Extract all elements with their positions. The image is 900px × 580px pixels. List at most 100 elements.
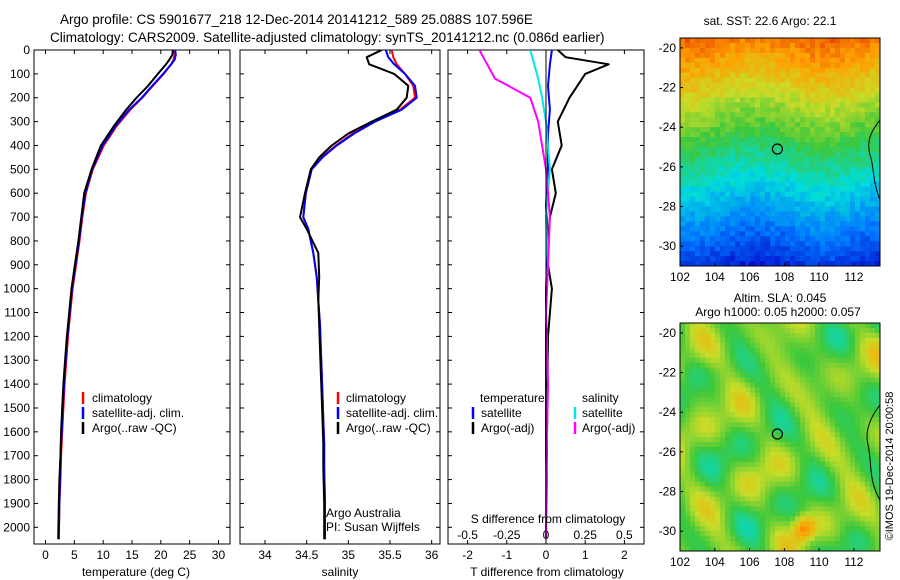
map-cell [865,461,871,468]
map-cell [685,481,691,487]
map-cell [855,117,861,123]
map-cell [875,437,880,443]
map-cell [755,422,761,428]
map-cell [795,362,801,369]
map-cell [775,407,781,413]
map-cell [820,377,826,383]
map-cell [780,231,786,237]
map-cell [750,38,756,44]
legend-label-t-argo: Argo(-adj) [481,421,534,435]
map-cell [680,417,686,423]
map-cell [690,112,696,118]
map-cell [860,82,866,88]
map-cell [765,367,771,373]
map-cell [820,516,826,522]
map-cell [695,471,701,478]
map-cell [795,332,801,339]
map-cell [840,57,846,64]
map-cell [805,231,811,237]
map-cell [695,156,701,163]
map-cell [800,456,806,463]
map-cell [860,536,866,542]
map-cell [760,102,766,108]
map-cell [685,501,691,507]
map-cell [770,196,776,202]
map-cell [815,456,821,463]
map-cell [850,42,856,49]
map-cell [875,541,880,547]
map-cell [795,72,801,79]
map-cell [680,441,686,448]
map-cell [695,327,701,334]
map-cell [795,137,801,143]
map-cell [715,521,721,527]
map-cell [760,122,766,128]
map-cell [760,186,766,193]
map-cell [855,171,861,178]
map-cell [745,506,751,512]
map-cell [810,261,816,266]
map-cell [755,506,761,512]
map-cell [745,196,751,202]
map-cell [735,132,741,138]
map-cell [695,521,701,527]
map-cell [715,57,721,64]
map-cell [680,402,686,408]
map-cell [775,526,781,532]
map-cell [685,441,691,448]
map-cell [770,392,776,398]
map-cell [745,176,751,183]
map-cell [840,521,846,527]
map-cell [750,191,756,198]
map-cell [725,422,731,428]
map-cell [785,122,791,128]
map-cell [775,476,781,483]
map-cell [855,441,861,448]
map-cell [815,342,821,349]
map-cell [740,352,746,359]
map-cell [865,62,871,69]
map-cell [840,422,846,428]
map-cell [840,82,846,88]
map-cell [785,231,791,237]
map-cell [695,122,701,128]
map-cell [765,337,771,344]
map-y-tick-label: -22 [659,81,677,95]
map-cell [810,38,816,44]
map-cell [700,261,706,266]
map-cell [770,461,776,468]
map-cell [765,241,771,247]
map-cell [680,327,686,334]
map-cell [680,387,686,393]
map-cell [795,171,801,178]
map-cell [865,466,871,473]
map-cell [805,42,811,49]
map-cell [760,481,766,487]
map-cell [685,176,691,183]
map-cell [725,486,731,492]
map-cell [770,161,776,168]
map-cell [795,196,801,202]
map-cell [760,261,766,266]
map-cell [805,422,811,428]
sla-map-frame [679,322,881,552]
map-cell [715,531,721,537]
map-cell [830,256,836,262]
map-cell [855,362,861,369]
map-cell [680,432,686,438]
map-cell [815,481,821,487]
map-cell [780,501,786,507]
map-cell [730,256,736,262]
map-cell [840,342,846,349]
map-cell [775,337,781,344]
map-cell [710,38,716,44]
map-cell [745,87,751,93]
map-cell [785,161,791,168]
map-cell [870,82,876,88]
map-cell [740,47,746,54]
map-cell [700,226,706,232]
map-cell [710,166,716,173]
map-cell [715,216,721,222]
map-cell [745,357,751,364]
